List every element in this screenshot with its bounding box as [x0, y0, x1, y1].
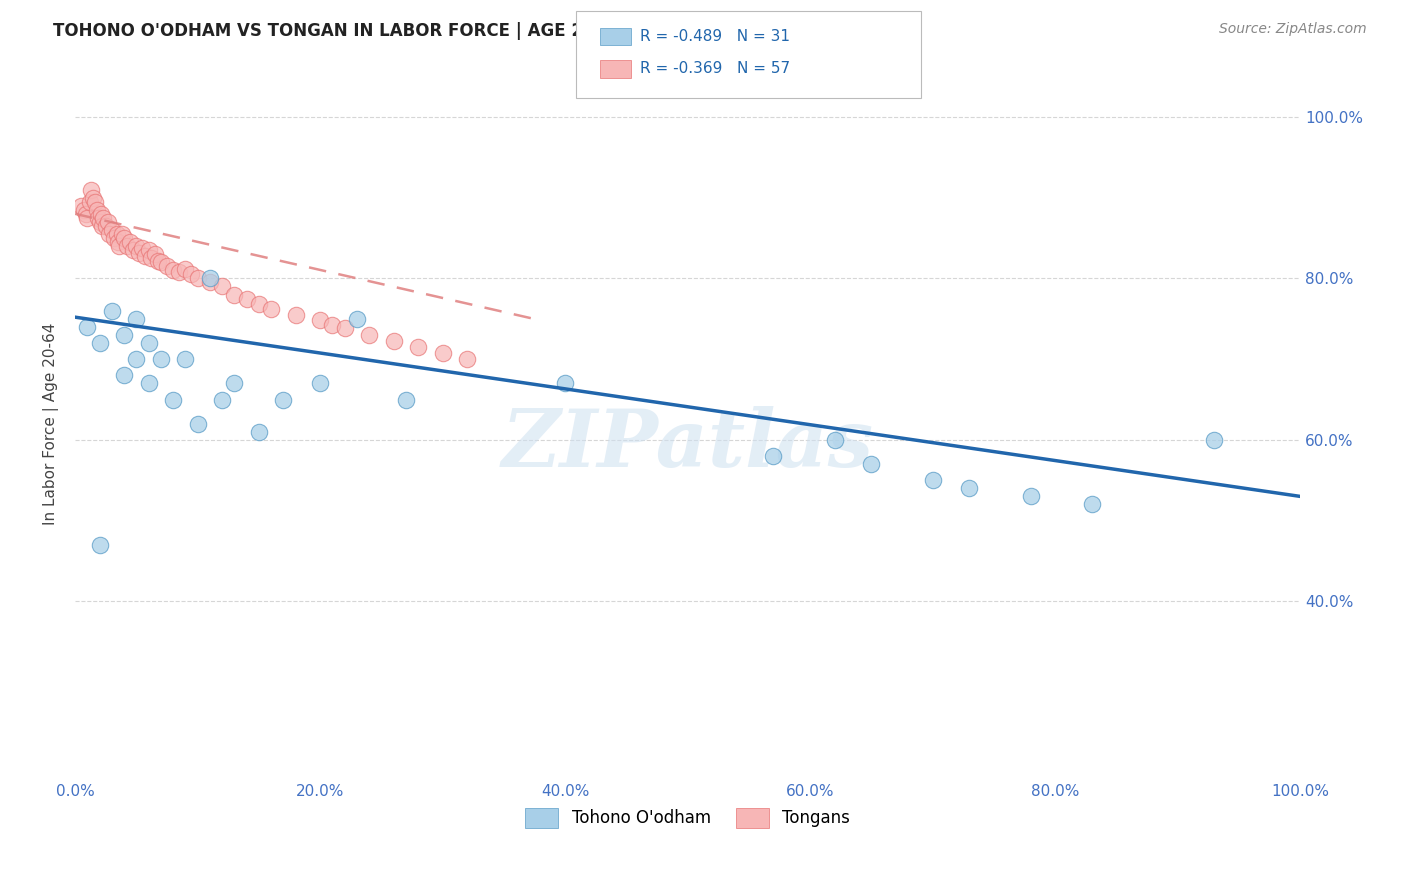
Point	[80, 183, 103, 197]
Point	[762, 449, 785, 463]
Point	[174, 352, 197, 367]
Point	[89, 215, 111, 229]
Point	[76, 211, 98, 225]
Point	[91, 211, 114, 225]
Point	[432, 345, 454, 359]
Point	[395, 392, 418, 407]
Point	[115, 239, 138, 253]
Point	[101, 303, 124, 318]
Point	[103, 231, 125, 245]
Point	[97, 215, 120, 229]
Point	[357, 327, 380, 342]
Point	[91, 219, 114, 233]
Point	[75, 207, 97, 221]
Point	[247, 425, 270, 439]
Point	[247, 297, 270, 311]
Point	[321, 318, 343, 333]
Text: Source: ZipAtlas.com: Source: ZipAtlas.com	[1219, 22, 1367, 37]
Point	[138, 376, 160, 391]
Point	[198, 276, 221, 290]
Point	[187, 417, 209, 431]
Point	[70, 199, 93, 213]
Point	[860, 457, 883, 471]
Legend: Tohono O'odham, Tongans: Tohono O'odham, Tongans	[519, 801, 856, 835]
Point	[87, 211, 110, 225]
Point	[309, 376, 332, 391]
Point	[260, 302, 283, 317]
Point	[224, 376, 246, 391]
Point	[112, 368, 135, 383]
Y-axis label: In Labor Force | Age 20-64: In Labor Force | Age 20-64	[44, 323, 59, 524]
Text: TOHONO O'ODHAM VS TONGAN IN LABOR FORCE | AGE 20-64 CORRELATION CHART: TOHONO O'ODHAM VS TONGAN IN LABOR FORCE …	[53, 22, 830, 40]
Point	[121, 243, 143, 257]
Point	[76, 319, 98, 334]
Point	[134, 249, 156, 263]
Point	[112, 327, 135, 342]
Point	[284, 308, 307, 322]
Point	[83, 194, 105, 209]
Point	[125, 311, 148, 326]
Point	[149, 255, 172, 269]
Point	[138, 336, 160, 351]
Point	[128, 245, 150, 260]
Point	[211, 392, 233, 407]
Point	[346, 311, 368, 326]
Point	[73, 202, 96, 217]
Point	[224, 287, 246, 301]
Point	[148, 253, 170, 268]
Point	[94, 219, 117, 233]
Point	[156, 260, 179, 274]
Point	[180, 268, 202, 282]
Point	[333, 321, 356, 335]
Point	[382, 334, 405, 349]
Point	[98, 227, 121, 241]
Point	[82, 191, 104, 205]
Point	[235, 292, 257, 306]
Point	[107, 235, 129, 249]
Point	[79, 194, 101, 209]
Point	[174, 261, 197, 276]
Point	[187, 271, 209, 285]
Point	[125, 352, 148, 367]
Point	[149, 352, 172, 367]
Point	[162, 263, 184, 277]
Point	[90, 207, 112, 221]
Point	[167, 265, 190, 279]
Point	[456, 352, 478, 367]
Point	[143, 247, 166, 261]
Point	[162, 392, 184, 407]
Point	[112, 231, 135, 245]
Point	[211, 279, 233, 293]
Point	[957, 481, 980, 495]
Point	[1081, 498, 1104, 512]
Point	[406, 340, 429, 354]
Point	[86, 202, 108, 217]
Point	[138, 243, 160, 257]
Point	[101, 223, 124, 237]
Point	[198, 271, 221, 285]
Point	[1019, 489, 1042, 503]
Text: R = -0.489   N = 31: R = -0.489 N = 31	[640, 29, 790, 44]
Point	[824, 433, 846, 447]
Text: R = -0.369   N = 57: R = -0.369 N = 57	[640, 62, 790, 76]
Point	[105, 227, 128, 241]
Point	[125, 239, 148, 253]
Point	[120, 235, 142, 249]
Point	[139, 251, 162, 265]
Point	[108, 239, 131, 253]
Point	[1204, 433, 1226, 447]
Point	[89, 538, 111, 552]
Point	[921, 473, 943, 487]
Point	[309, 313, 332, 327]
Point	[89, 336, 111, 351]
Text: ZIPatlas: ZIPatlas	[502, 406, 873, 483]
Point	[111, 227, 134, 241]
Point	[273, 392, 295, 407]
Point	[554, 376, 576, 391]
Point	[131, 241, 153, 255]
